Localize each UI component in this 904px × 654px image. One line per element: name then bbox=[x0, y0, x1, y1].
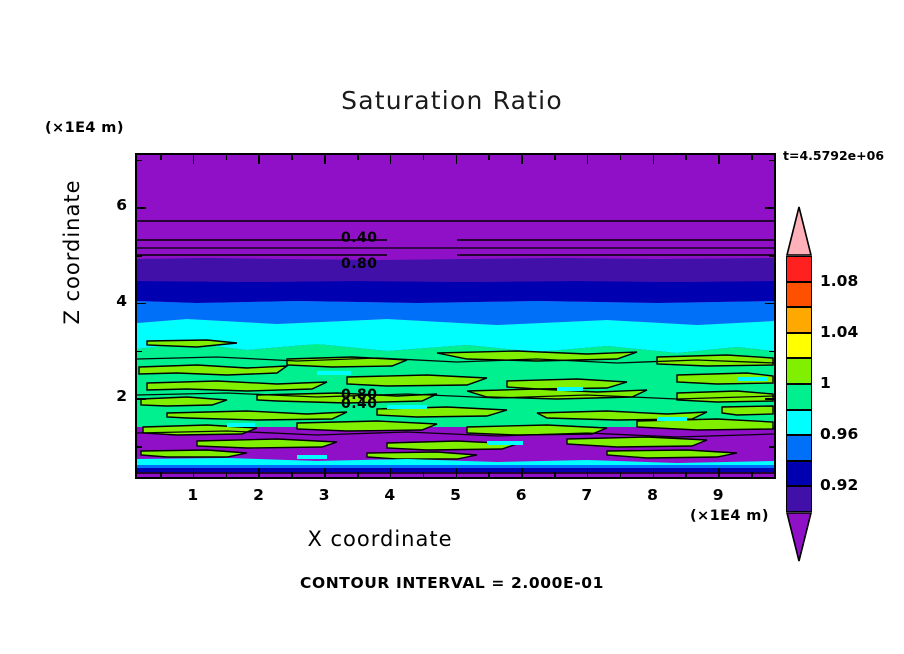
x-tick-top bbox=[193, 155, 195, 164]
x-tick bbox=[521, 468, 523, 477]
contour-label: 0.80 bbox=[341, 256, 378, 272]
x-tick bbox=[390, 468, 392, 477]
colorbar-band[interactable] bbox=[786, 358, 812, 384]
x-minor-tick bbox=[554, 472, 556, 477]
y-tick bbox=[765, 207, 774, 209]
y-tick bbox=[137, 398, 146, 400]
x-tick-label: 5 bbox=[441, 486, 471, 504]
y-minor-tick bbox=[769, 255, 774, 257]
y-minor-tick bbox=[769, 351, 774, 353]
x-minor-tick bbox=[488, 155, 490, 160]
contour-label: 0.40 bbox=[341, 230, 378, 246]
x-minor-tick bbox=[357, 155, 359, 160]
colorbar-tick-label: 1 bbox=[820, 374, 831, 392]
x-axis-unit-label: (×1E4 m) bbox=[690, 508, 769, 524]
colorbar-band[interactable] bbox=[786, 461, 812, 487]
x-tick-top bbox=[324, 155, 326, 164]
x-minor-tick bbox=[685, 155, 687, 160]
x-minor-tick bbox=[160, 472, 162, 477]
x-minor-tick bbox=[160, 155, 162, 160]
y-minor-tick bbox=[137, 255, 142, 257]
x-minor-tick bbox=[488, 472, 490, 477]
x-tick-label: 1 bbox=[178, 486, 208, 504]
y-tick-label: 4 bbox=[101, 292, 127, 310]
x-tick bbox=[587, 468, 589, 477]
x-minor-tick bbox=[423, 155, 425, 160]
contour-plot-area bbox=[135, 153, 776, 479]
x-tick bbox=[324, 468, 326, 477]
x-tick-top bbox=[390, 155, 392, 164]
y-minor-tick bbox=[137, 446, 142, 448]
colorbar[interactable]: 1.081.0410.960.92 bbox=[786, 206, 812, 524]
y-tick bbox=[765, 398, 774, 400]
colorbar-top-arrow bbox=[786, 206, 812, 256]
x-tick-label: 6 bbox=[506, 486, 536, 504]
x-tick-label: 2 bbox=[243, 486, 273, 504]
colorbar-band[interactable] bbox=[786, 384, 812, 410]
y-minor-tick bbox=[769, 446, 774, 448]
x-minor-tick bbox=[751, 472, 753, 477]
colorbar-bottom-arrow bbox=[786, 512, 812, 562]
colorbar-band[interactable] bbox=[786, 256, 812, 282]
contour-bands-svg bbox=[137, 155, 774, 477]
y-axis-unit-label: (×1E4 m) bbox=[45, 120, 124, 136]
x-tick bbox=[653, 468, 655, 477]
x-tick bbox=[193, 468, 195, 477]
colorbar-band[interactable] bbox=[786, 333, 812, 359]
y-minor-tick bbox=[137, 160, 142, 162]
x-minor-tick bbox=[226, 472, 228, 477]
colorbar-band[interactable] bbox=[786, 307, 812, 333]
x-tick-label: 8 bbox=[638, 486, 668, 504]
x-tick-top bbox=[258, 155, 260, 164]
y-tick-label: 2 bbox=[101, 387, 127, 405]
x-axis-label: X coordinate bbox=[0, 527, 760, 551]
colorbar-band[interactable] bbox=[786, 435, 812, 461]
x-tick-top bbox=[587, 155, 589, 164]
x-minor-tick bbox=[554, 155, 556, 160]
contour-label: 0.40 bbox=[341, 396, 378, 412]
time-annotation: t=4.5792e+06 bbox=[783, 148, 884, 163]
x-tick-top bbox=[718, 155, 720, 164]
colorbar-tick-label: 0.92 bbox=[820, 476, 858, 494]
y-axis-label: Z coordinate bbox=[60, 162, 84, 342]
x-minor-tick bbox=[357, 472, 359, 477]
chart-title: Saturation Ratio bbox=[0, 86, 904, 115]
x-minor-tick bbox=[423, 472, 425, 477]
x-minor-tick bbox=[291, 155, 293, 160]
colorbar-band[interactable] bbox=[786, 282, 812, 308]
y-tick-label: 6 bbox=[101, 196, 127, 214]
x-tick-top bbox=[456, 155, 458, 164]
x-tick bbox=[718, 468, 720, 477]
x-tick-top bbox=[653, 155, 655, 164]
colorbar-tick-label: 1.08 bbox=[820, 272, 858, 290]
x-minor-tick bbox=[291, 472, 293, 477]
x-tick bbox=[258, 468, 260, 477]
y-minor-tick bbox=[769, 160, 774, 162]
x-tick-label: 7 bbox=[572, 486, 602, 504]
x-tick-label: 3 bbox=[309, 486, 339, 504]
x-tick bbox=[456, 468, 458, 477]
y-minor-tick bbox=[137, 351, 142, 353]
x-tick-top bbox=[521, 155, 523, 164]
y-tick bbox=[765, 303, 774, 305]
x-minor-tick bbox=[620, 472, 622, 477]
y-tick bbox=[137, 207, 146, 209]
x-minor-tick bbox=[685, 472, 687, 477]
colorbar-band[interactable] bbox=[786, 410, 812, 436]
contour-fill-canvas bbox=[137, 155, 774, 477]
x-tick-label: 4 bbox=[375, 486, 405, 504]
y-tick bbox=[137, 303, 146, 305]
contour-interval-caption: CONTOUR INTERVAL = 2.000E-01 bbox=[0, 574, 904, 592]
colorbar-tick-label: 0.96 bbox=[820, 425, 858, 443]
x-minor-tick bbox=[226, 155, 228, 160]
x-minor-tick bbox=[620, 155, 622, 160]
colorbar-tick-label: 1.04 bbox=[820, 323, 858, 341]
x-tick-label: 9 bbox=[703, 486, 733, 504]
colorbar-band[interactable] bbox=[786, 486, 812, 512]
x-minor-tick bbox=[751, 155, 753, 160]
